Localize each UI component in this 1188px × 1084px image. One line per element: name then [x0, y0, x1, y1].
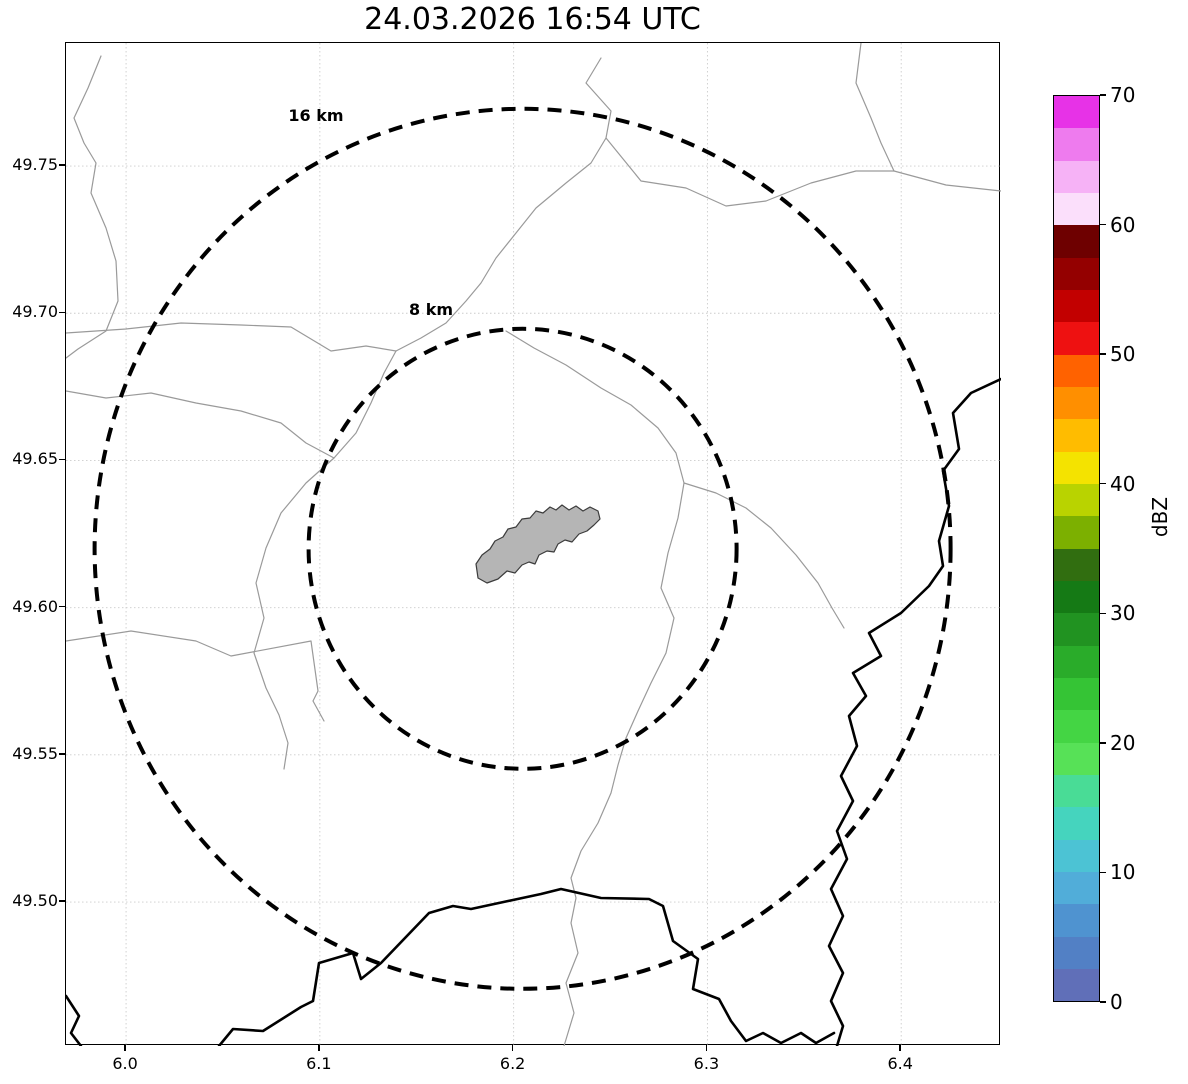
x-tick-label: 6.1 [306, 1054, 332, 1073]
map-plot-area: 16 km 8 km [65, 42, 1001, 1046]
y-tick-mark [59, 164, 65, 166]
ring-label-16km: 16 km [288, 106, 344, 125]
colorbar-tick-mark [1100, 353, 1106, 355]
colorbar-tick-label: 60 [1110, 212, 1136, 237]
x-tick-label: 6.3 [693, 1054, 720, 1073]
colorbar-tick-mark [1100, 94, 1106, 96]
colorbar-tick-mark [1100, 482, 1106, 485]
colorbar-segment [1054, 871, 1099, 905]
river-central [395, 57, 612, 352]
y-tick-mark [59, 311, 65, 313]
colorbar-segment [1054, 289, 1099, 323]
boundary-left-edge [66, 390, 335, 459]
colorbar-segment [1054, 128, 1099, 161]
x-tick-label: 6.2 [499, 1054, 526, 1073]
colorbar-segment [1054, 516, 1099, 549]
city-boundary [475, 504, 601, 584]
colorbar-segment [1054, 386, 1099, 420]
y-tick-label: 49.70 [12, 302, 58, 322]
range-ring-8km [306, 326, 739, 771]
colorbar-segment [1054, 936, 1099, 969]
colorbar-segment [1054, 645, 1099, 678]
colorbar-tick-mark [1100, 742, 1106, 744]
colorbar-label: dBZ [1148, 496, 1172, 538]
colorbar-segment [1054, 613, 1099, 646]
colorbar-tick-label: 20 [1110, 730, 1136, 755]
y-tick-mark [59, 605, 65, 608]
colorbar-segment [1054, 322, 1099, 355]
y-tick-label: 49.65 [12, 449, 58, 469]
colorbar-segment [1054, 839, 1099, 872]
colorbar-tick-mark [1100, 612, 1106, 615]
colorbar-segment [1054, 160, 1099, 193]
x-tick-mark [124, 1045, 126, 1051]
border-south [217, 887, 836, 1046]
colorbar-segment [1054, 904, 1099, 937]
colorbar-segment [1054, 774, 1099, 808]
colorbar-segment [1054, 483, 1099, 517]
colorbar-segment [1054, 225, 1099, 258]
x-tick-mark [511, 1045, 514, 1051]
plot-title: 24.03.2026 16:54 UTC [364, 2, 701, 37]
colorbar-tick-label: 30 [1110, 601, 1136, 626]
colorbar-segment [1054, 968, 1099, 1002]
river-east-lower [683, 482, 845, 629]
y-tick-mark [59, 753, 65, 755]
colorbar-segment [1054, 419, 1099, 452]
colorbar-segment [1054, 354, 1099, 387]
colorbar-tick-label: 50 [1110, 342, 1136, 367]
x-tick-label: 6.0 [112, 1054, 138, 1073]
y-tick-mark [59, 900, 65, 902]
river-east-branch [605, 137, 1001, 207]
map-canvas [66, 43, 1001, 1046]
colorbar-tick-mark [1100, 223, 1106, 226]
y-tick-mark [59, 458, 65, 461]
boundary-left-mid [66, 322, 397, 352]
border-southwest-corner [66, 994, 83, 1046]
river-center-south [505, 330, 685, 1046]
colorbar-segment [1054, 192, 1099, 226]
range-ring-16km [92, 106, 953, 991]
ring-label-8km: 8 km [408, 300, 453, 319]
colorbar-segment [1054, 257, 1099, 290]
x-tick-label: 6.4 [887, 1054, 913, 1073]
colorbar [1053, 95, 1100, 1002]
colorbar-segment [1054, 807, 1099, 840]
colorbar-segment [1054, 548, 1099, 581]
x-tick-mark [318, 1045, 320, 1051]
colorbar-tick-mark [1100, 1001, 1106, 1003]
colorbar-segment [1054, 580, 1099, 614]
y-tick-label: 49.60 [12, 596, 58, 616]
y-tick-label: 49.55 [12, 743, 58, 763]
colorbar-tick-mark [1100, 871, 1106, 874]
boundary-left-meander [253, 350, 397, 770]
colorbar-tick-label: 10 [1110, 860, 1136, 885]
y-tick-label: 49.75 [12, 155, 58, 175]
boundary-left-lower [66, 630, 325, 722]
colorbar-tick-label: 70 [1110, 83, 1136, 107]
border-east [827, 377, 1001, 1046]
colorbar-segment [1054, 451, 1099, 484]
river-topleft [66, 55, 119, 359]
colorbar-segments [1054, 96, 1099, 1002]
colorbar-segment [1054, 677, 1099, 711]
x-tick-mark [705, 1045, 708, 1051]
y-tick-label: 49.50 [12, 891, 58, 911]
colorbar-tick-label: 0 [1110, 990, 1123, 1014]
river-topright [855, 43, 895, 172]
x-tick-mark [899, 1045, 901, 1051]
colorbar-segment [1054, 742, 1099, 775]
colorbar-segment [1054, 710, 1099, 743]
colorbar-segment [1054, 96, 1099, 129]
colorbar-tick-label: 40 [1110, 471, 1136, 496]
